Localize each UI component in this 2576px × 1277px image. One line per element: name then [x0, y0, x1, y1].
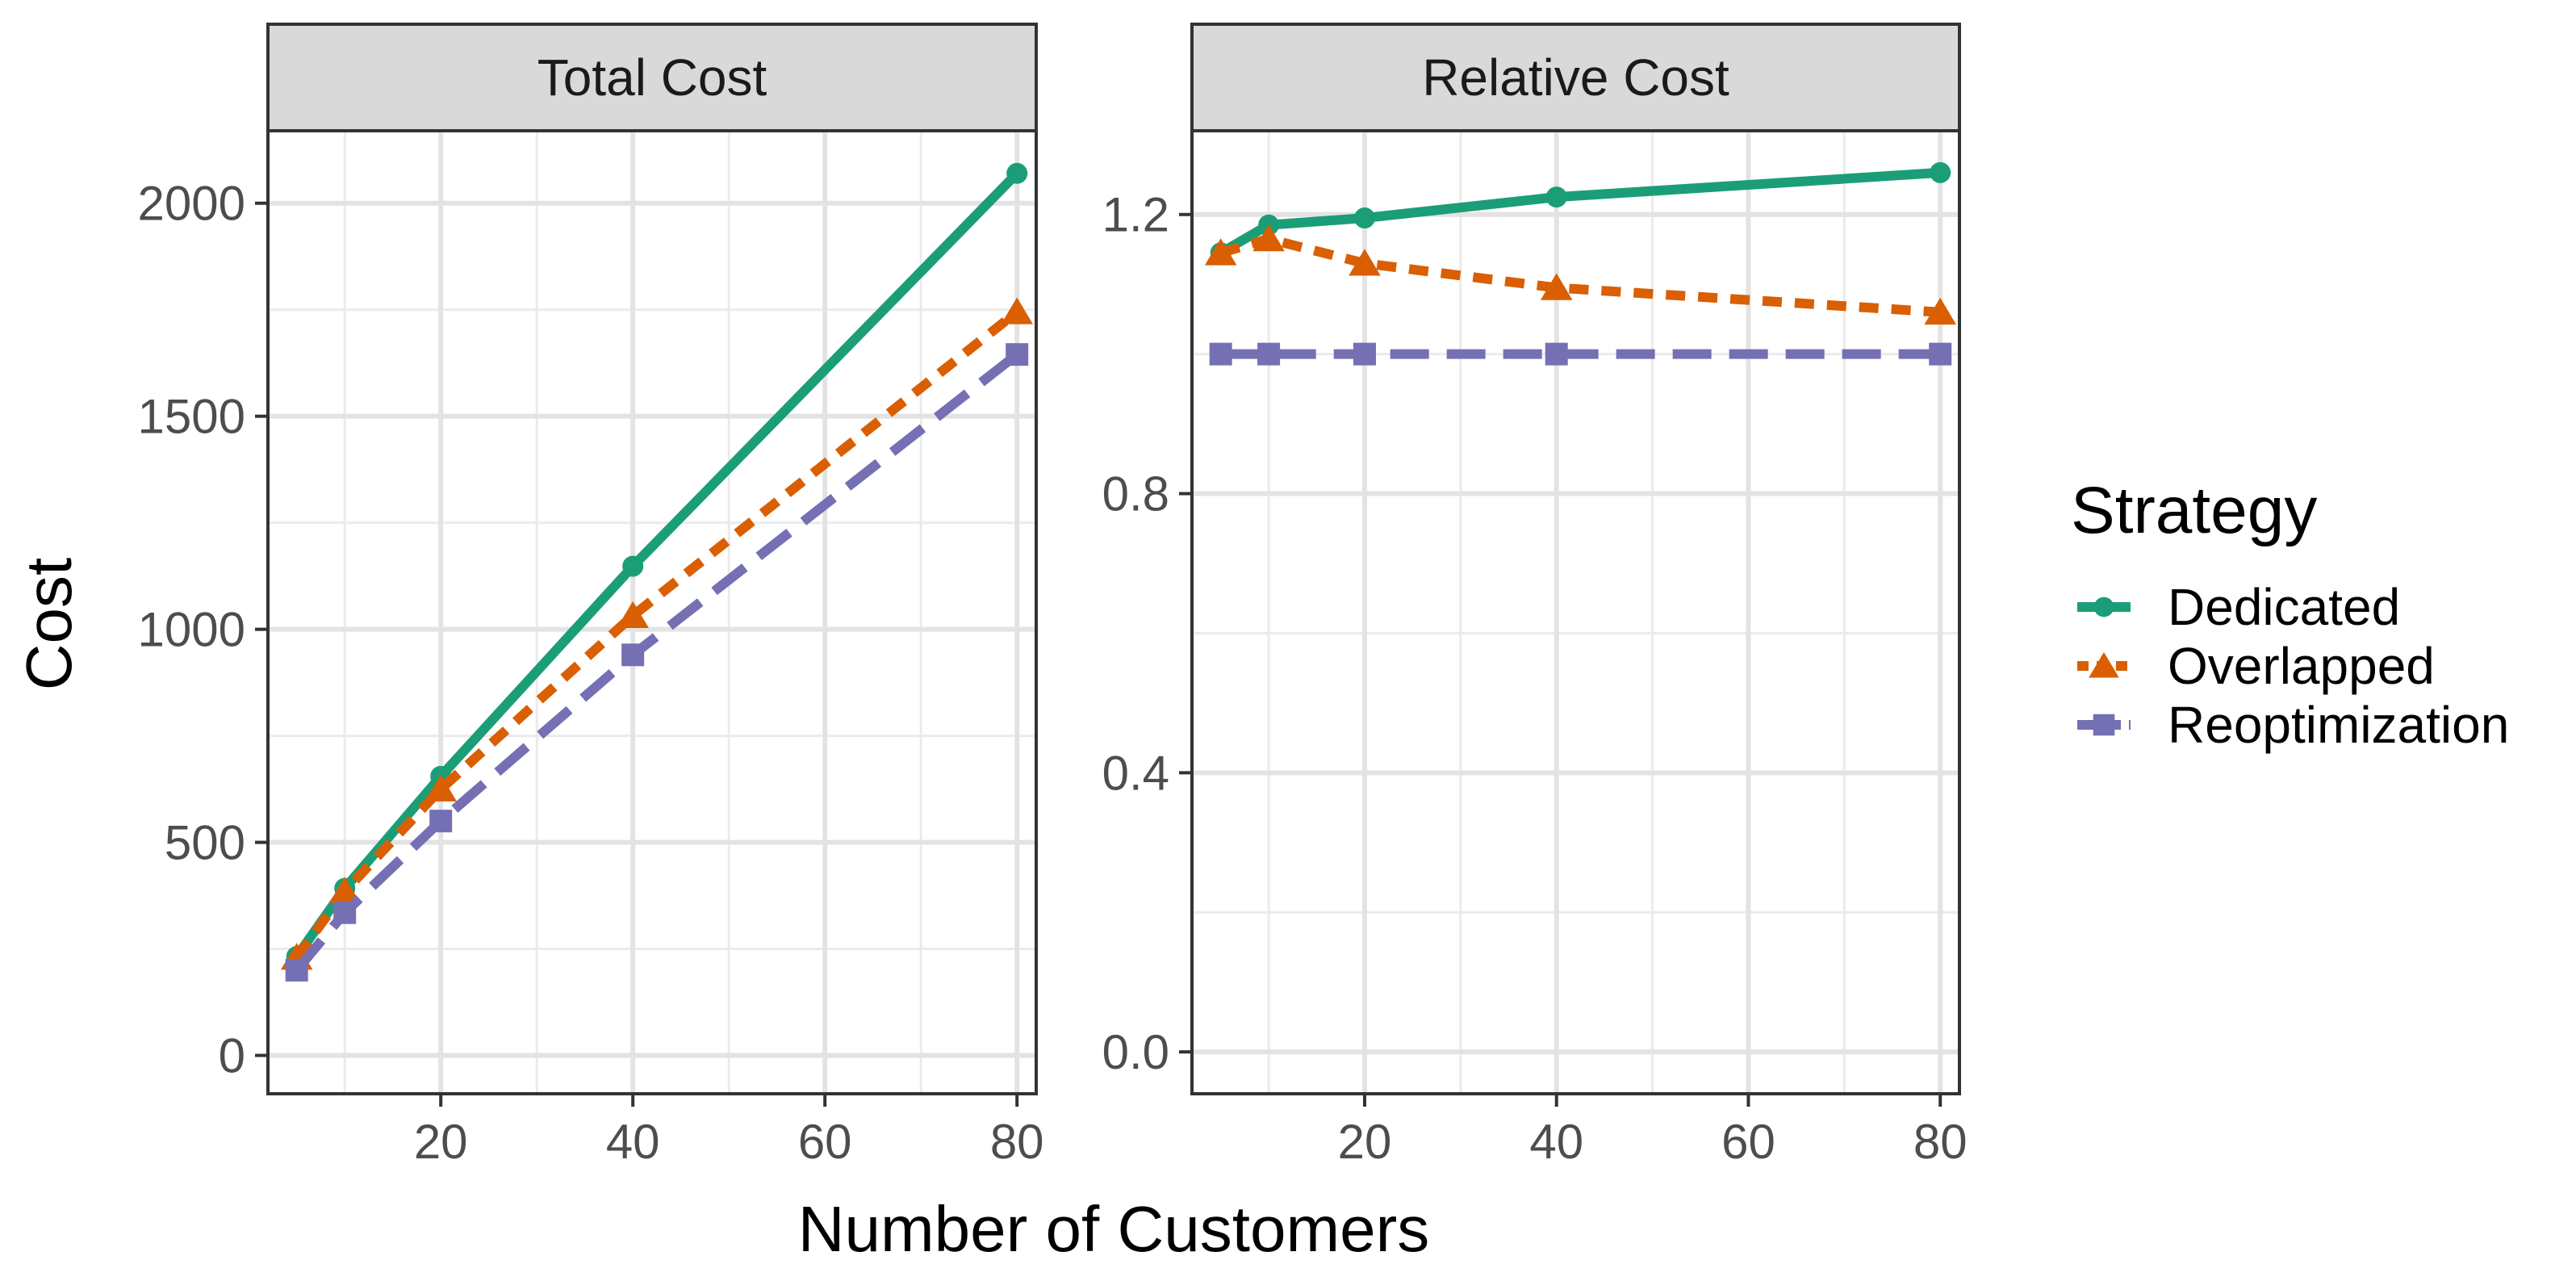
x-tick-label: 40 [1529, 1115, 1583, 1169]
strip-background [1190, 23, 1961, 132]
data-point-reoptimization [285, 958, 308, 982]
x-tick-label: 80 [990, 1115, 1044, 1169]
x-tick-label: 60 [798, 1115, 852, 1169]
legend-key-marker-reoptimization [2093, 714, 2115, 736]
strip-label-total-cost: Total Cost [537, 48, 767, 107]
data-point-overlapped [328, 877, 361, 904]
legend: Strategy DedicatedOverlappedReoptimizati… [2071, 474, 2509, 754]
legend-key-marker-overlapped [2089, 651, 2119, 678]
y-tick-label: 0.8 [1102, 467, 1169, 521]
y-tick-label: 2000 [138, 177, 245, 231]
data-point-dedicated [622, 555, 644, 577]
data-point-dedicated [1006, 162, 1028, 184]
panel-relative-cost: Relative Cost 0.0 0.4 0.8 1.2 20 40 60 80 [1102, 23, 1968, 1169]
data-point-overlapped [1540, 273, 1573, 300]
x-axis-title: Number of Customers [798, 1193, 1429, 1265]
series-line-overlapped [1219, 233, 1941, 317]
data-point-reoptimization [621, 643, 645, 667]
y-tick-label: 1.2 [1102, 188, 1169, 242]
data-point-overlapped [424, 774, 457, 802]
legend-entry-overlapped: Overlapped [2077, 637, 2435, 695]
data-point-overlapped [1924, 297, 1957, 325]
data-point-dedicated [1930, 161, 1951, 183]
panel-total-cost: Total Cost 0 500 1000 1500 2000 20 40 60 80 [138, 23, 1044, 1169]
y-tick-label: 500 [165, 816, 245, 870]
y-tick-label: 0 [219, 1028, 245, 1082]
legend-label-dedicated: Dedicated [2168, 578, 2400, 636]
data-point-overlapped [1349, 249, 1381, 276]
y-tick-label: 0.0 [1102, 1025, 1169, 1079]
data-point-reoptimization [333, 901, 357, 924]
x-tick-label: 80 [1913, 1115, 1968, 1169]
data-point-reoptimization [1545, 342, 1568, 366]
data-point-reoptimization [1353, 342, 1376, 366]
data-point-reoptimization [1929, 342, 1952, 366]
x-tick-label: 40 [606, 1115, 660, 1169]
legend-entry-reoptimization: Reoptimization [2077, 696, 2509, 754]
strip-label-relative-cost: Relative Cost [1422, 48, 1729, 107]
legend-entry-dedicated: Dedicated [2077, 578, 2400, 636]
data-point-reoptimization [1209, 342, 1232, 366]
x-tick-label: 20 [414, 1115, 468, 1169]
y-axis-title: Cost [13, 558, 85, 691]
x-tick-label: 60 [1721, 1115, 1775, 1169]
y-tick-label: 1000 [138, 603, 245, 657]
series-reoptimization [285, 343, 1029, 982]
data-point-reoptimization [1257, 342, 1281, 366]
data-point-reoptimization [1006, 343, 1029, 366]
data-point-overlapped [617, 601, 649, 629]
data-point-reoptimization [429, 810, 453, 833]
legend-label-overlapped: Overlapped [2168, 637, 2435, 695]
legend-key-marker-dedicated [2093, 597, 2114, 618]
x-tick-label: 20 [1338, 1115, 1392, 1169]
legend-label-reoptimization: Reoptimization [2168, 696, 2509, 754]
strip-background [266, 23, 1038, 132]
data-point-dedicated [1353, 207, 1375, 229]
legend-title: Strategy [2071, 474, 2317, 547]
series-overlapped [1204, 224, 1957, 325]
y-tick-label: 1500 [138, 390, 245, 444]
y-tick-label: 0.4 [1102, 746, 1169, 800]
data-point-overlapped [1252, 224, 1285, 252]
data-point-overlapped [1204, 238, 1237, 266]
series-reoptimization [1209, 342, 1952, 366]
data-point-overlapped [1001, 297, 1033, 324]
data-point-dedicated [1545, 186, 1567, 208]
